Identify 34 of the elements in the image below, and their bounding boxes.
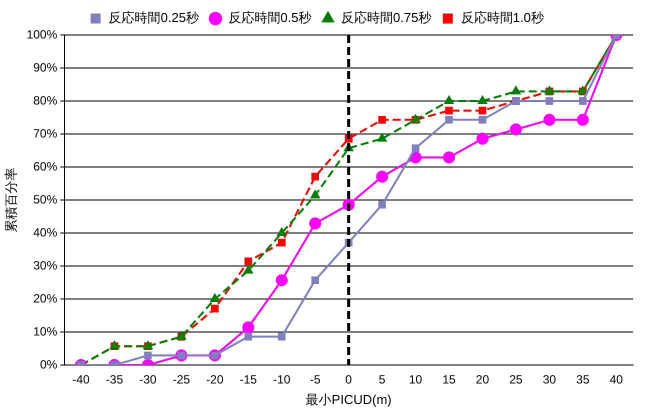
x-tick-label: 20: [476, 372, 490, 387]
y-tick-label: 80%: [33, 93, 58, 108]
legend-label: 反応時間0.5秒: [228, 10, 312, 26]
y-tick-label: 10%: [33, 324, 58, 338]
x-tick-label: -40: [72, 372, 90, 387]
y-tick-label: 40%: [33, 225, 58, 240]
y-tick-label: 60%: [33, 159, 58, 174]
x-tick-label: -15: [240, 372, 258, 387]
x-tick-label: -30: [139, 372, 157, 387]
x-tick-label: 5: [378, 372, 386, 387]
legend-label: 反応時間0.25秒: [108, 10, 199, 26]
x-tick-label: 35: [576, 372, 590, 387]
x-tick-label: 15: [442, 372, 456, 387]
x-tick-label: -5: [310, 372, 321, 387]
y-tick-label: 70%: [33, 126, 58, 140]
x-tick-label: 40: [610, 372, 624, 387]
y-tick-label: 100%: [26, 27, 58, 42]
x-tick-label: 10: [408, 372, 423, 387]
x-tick-label: 30: [542, 372, 556, 387]
x-tick-label: 25: [509, 372, 523, 387]
y-tick-label: 90%: [33, 60, 58, 74]
x-tick-label: 0: [345, 372, 352, 387]
x-tick-label: -10: [273, 372, 291, 387]
y-tick-label: 0%: [40, 357, 58, 372]
y-tick-label: 50%: [33, 192, 58, 206]
legend-label: 反応時間1.0秒: [460, 10, 544, 26]
x-axis-title: 最小PICUD(m): [306, 392, 392, 407]
y-axis-title: 累積百分率: [3, 168, 18, 232]
y-tick-label: 20%: [33, 291, 58, 306]
y-tick-label: 30%: [33, 258, 58, 272]
x-tick-label: -35: [106, 372, 124, 387]
legend-label: 反応時間0.75秒: [341, 10, 432, 26]
x-tick-label: -20: [206, 372, 224, 387]
x-tick-label: -25: [172, 372, 190, 387]
